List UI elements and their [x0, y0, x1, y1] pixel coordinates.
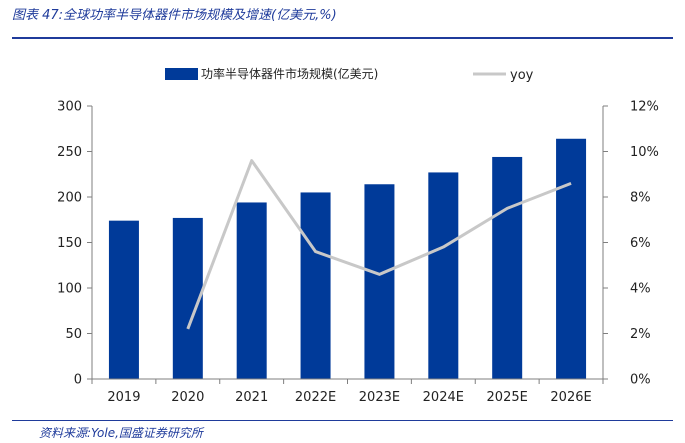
bar — [492, 156, 523, 379]
y-right-tick-label: 12% — [630, 100, 659, 115]
bar — [300, 192, 331, 379]
y-axis-right: 0% 2% 4% 6% 8% 10% 12% — [603, 100, 659, 388]
y-axis-left: 0 50 100 150 200 250 300 — [57, 100, 92, 388]
chart-title: 图表 47:全球功率半导体器件市场规模及增速(亿美元,%) — [12, 8, 337, 23]
x-tick-label: 2025E — [487, 390, 528, 405]
y-right-tick-label: 0% — [630, 373, 651, 388]
legend-bar-label: 功率半导体器件市场规模(亿美元) — [201, 66, 378, 81]
y-left-tick-label: 100 — [57, 282, 82, 297]
bar — [428, 172, 459, 379]
yoy-line — [186, 159, 572, 330]
y-right-tick-label: 2% — [630, 327, 651, 342]
x-tick-label: 2024E — [423, 390, 464, 405]
x-tick-label: 2020 — [171, 390, 204, 405]
x-tick-label: 2023E — [359, 390, 400, 405]
x-tick-label: 2022E — [295, 390, 336, 405]
source-divider — [12, 420, 673, 421]
y-left-tick-label: 0 — [74, 373, 82, 388]
y-left-tick-label: 50 — [65, 327, 82, 342]
y-right-tick-label: 6% — [630, 236, 651, 251]
x-tick-label: 2026E — [550, 390, 591, 405]
yoy-series — [186, 159, 572, 330]
chart-area: 功率半导体器件市场规模(亿美元) yoy 0 50 100 150 200 250 300 0… — [57, 66, 659, 405]
x-tick-label: 2019 — [107, 390, 140, 405]
legend: 功率半导体器件市场规模(亿美元) yoy — [165, 66, 534, 83]
x-axis: 2019 2020 2021 2022E 2023E 2024E 2025E 2026E — [91, 379, 604, 405]
y-right-tick-label: 10% — [630, 145, 659, 160]
y-left-tick-label: 300 — [57, 100, 82, 115]
y-right-tick-label: 4% — [630, 282, 651, 297]
bar — [236, 202, 267, 379]
bar — [364, 184, 395, 379]
source-note: 资料来源:Yole,国盛证券研究所 — [39, 426, 203, 440]
y-left-tick-label: 200 — [57, 191, 82, 206]
y-left-tick-label: 150 — [57, 236, 82, 251]
bar — [556, 138, 587, 379]
y-left-tick-label: 250 — [57, 145, 82, 160]
legend-bar-swatch — [165, 68, 198, 80]
title-divider — [12, 37, 673, 39]
y-right-tick-label: 8% — [630, 191, 651, 206]
x-tick-label: 2021 — [235, 390, 268, 405]
legend-line-label: yoy — [510, 68, 534, 83]
bar — [108, 220, 139, 379]
bar-series — [108, 138, 587, 379]
